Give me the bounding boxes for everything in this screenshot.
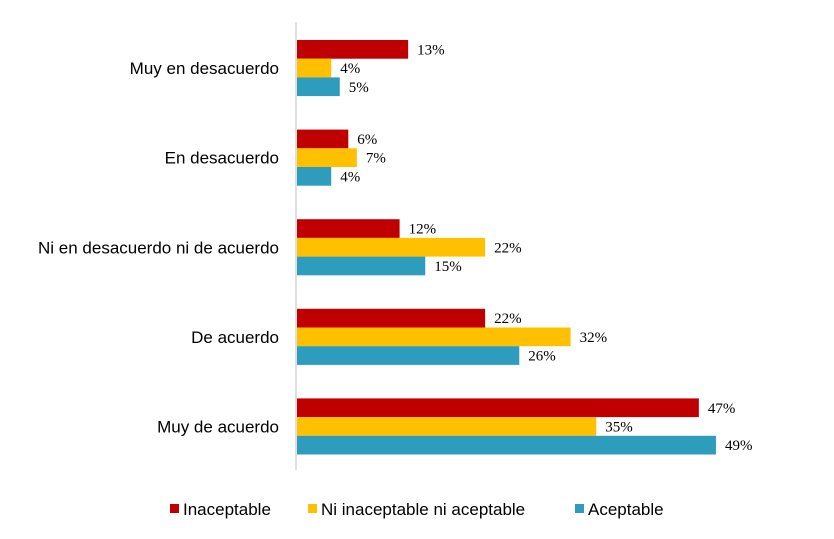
data-label: 4%	[340, 61, 360, 77]
category-label: De acuerdo	[191, 328, 279, 347]
bar-ni-inaceptable-ni-aceptable	[297, 327, 571, 347]
legend-label: Ni inaceptable ni aceptable	[321, 500, 525, 519]
data-label: 7%	[366, 151, 386, 167]
legend-swatch	[170, 504, 179, 513]
data-label: 49%	[725, 438, 753, 454]
data-label: 47%	[708, 401, 736, 417]
data-label: 12%	[409, 222, 437, 238]
bar-ni-inaceptable-ni-aceptable	[297, 237, 486, 257]
category-label: En desacuerdo	[165, 149, 279, 168]
category-label: Muy en desacuerdo	[130, 59, 279, 78]
data-label: 6%	[357, 132, 377, 148]
bar-inaceptable	[297, 129, 349, 149]
category-label: Muy de acuerdo	[157, 417, 279, 436]
bar-aceptable	[297, 167, 332, 186]
bar-aceptable	[297, 256, 426, 276]
data-label: 32%	[580, 330, 608, 346]
legend-label: Inaceptable	[183, 500, 271, 519]
bar-inaceptable	[297, 219, 400, 238]
bar-inaceptable	[297, 308, 486, 328]
bar-aceptable	[297, 346, 520, 365]
legend-swatch	[575, 504, 584, 513]
data-label: 13%	[417, 42, 445, 58]
data-label: 22%	[494, 311, 521, 327]
data-label: 22%	[494, 240, 521, 256]
data-label: 5%	[349, 80, 369, 96]
legend: Inaceptable Ni inaceptable ni aceptable Ac…	[170, 500, 664, 519]
bar-aceptable	[297, 77, 340, 97]
data-label: 4%	[340, 169, 360, 185]
legend-swatch	[308, 504, 317, 513]
bar-aceptable	[297, 435, 716, 455]
bar-inaceptable	[297, 40, 409, 59]
legend-label: Aceptable	[588, 500, 664, 519]
bar-inaceptable	[297, 398, 699, 418]
bar-ni-inaceptable-ni-aceptable	[297, 148, 357, 167]
data-label: 15%	[434, 259, 462, 275]
category-label: Ni en desacuerdo ni de acuerdo	[38, 238, 279, 257]
data-label: 26%	[528, 349, 556, 365]
bar-ni-inaceptable-ni-aceptable	[297, 417, 597, 436]
bar-ni-inaceptable-ni-aceptable	[297, 58, 332, 78]
data-label: 35%	[605, 419, 633, 435]
